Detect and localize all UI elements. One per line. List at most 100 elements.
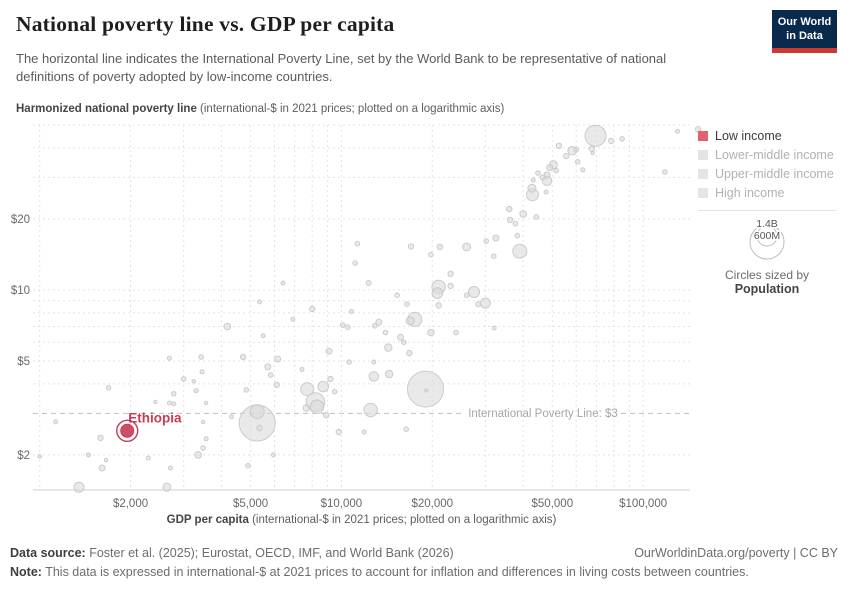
data-point[interactable]: [533, 214, 540, 220]
data-point[interactable]: [382, 329, 389, 336]
data-point[interactable]: [249, 404, 265, 420]
data-point[interactable]: [302, 404, 311, 412]
data-point[interactable]: [527, 183, 537, 193]
legend-item-lower-middle-income[interactable]: Lower-middle income: [698, 148, 838, 162]
data-point[interactable]: [335, 428, 342, 436]
data-point[interactable]: [299, 367, 305, 372]
data-point[interactable]: [200, 445, 206, 451]
data-point[interactable]: [270, 452, 276, 458]
data-point[interactable]: [85, 452, 91, 458]
data-point[interactable]: [331, 389, 338, 395]
data-point[interactable]: [267, 372, 274, 378]
data-point[interactable]: [506, 205, 513, 213]
data-point[interactable]: [171, 401, 177, 407]
data-point[interactable]: [309, 399, 325, 414]
data-point[interactable]: [492, 234, 500, 242]
data-point[interactable]: [491, 325, 497, 331]
data-point[interactable]: [590, 150, 595, 156]
data-point[interactable]: [317, 380, 330, 393]
data-point[interactable]: [145, 455, 151, 461]
data-point[interactable]: [546, 164, 554, 172]
data-point[interactable]: [327, 375, 334, 383]
data-point[interactable]: [479, 297, 491, 309]
data-point[interactable]: [555, 142, 563, 150]
data-point[interactable]: [491, 253, 497, 260]
data-point[interactable]: [243, 387, 250, 393]
data-point[interactable]: [483, 238, 490, 244]
data-point[interactable]: [535, 170, 541, 176]
data-point[interactable]: [325, 347, 333, 355]
data-point[interactable]: [170, 391, 177, 397]
data-point[interactable]: [427, 328, 435, 337]
data-point[interactable]: [97, 434, 104, 442]
data-point[interactable]: [512, 220, 519, 227]
data-point[interactable]: [447, 282, 454, 290]
data-point[interactable]: [580, 167, 586, 173]
data-point[interactable]: [349, 309, 354, 314]
data-point[interactable]: [361, 429, 367, 435]
data-point[interactable]: [431, 287, 444, 299]
data-point[interactable]: [462, 242, 472, 252]
data-point[interactable]: [385, 369, 394, 379]
data-point[interactable]: [98, 464, 106, 472]
data-point[interactable]: [166, 400, 172, 406]
data-point[interactable]: [608, 137, 615, 145]
data-point[interactable]: [193, 388, 199, 394]
data-point[interactable]: [105, 385, 112, 391]
data-point[interactable]: [514, 232, 521, 239]
data-point[interactable]: [280, 280, 286, 286]
data-point[interactable]: [37, 454, 42, 459]
data-point[interactable]: [260, 333, 266, 339]
data-point[interactable]: [475, 301, 482, 308]
data-point[interactable]: [365, 280, 372, 286]
data-point[interactable]: [274, 355, 282, 363]
data-point[interactable]: [407, 243, 415, 250]
legend-item-high-income[interactable]: High income: [698, 186, 838, 200]
data-point[interactable]: [539, 174, 546, 181]
data-point[interactable]: [436, 243, 444, 251]
data-point[interactable]: [401, 339, 407, 346]
data-point[interactable]: [323, 411, 330, 419]
data-point[interactable]: [200, 419, 206, 425]
data-point[interactable]: [394, 292, 401, 299]
data-point[interactable]: [245, 462, 251, 469]
data-point[interactable]: [512, 243, 528, 259]
data-point[interactable]: [375, 318, 383, 326]
data-point[interactable]: [300, 382, 315, 397]
data-point[interactable]: [153, 399, 158, 405]
highlight-ethiopia[interactable]: Ethiopia: [116, 410, 182, 443]
data-point[interactable]: [675, 128, 680, 134]
data-point[interactable]: [198, 354, 204, 360]
data-point[interactable]: [73, 481, 85, 493]
legend-item-low-income[interactable]: Low income: [698, 129, 838, 143]
data-point[interactable]: [199, 369, 205, 375]
ethiopia-point[interactable]: [120, 423, 135, 438]
data-point[interactable]: [468, 286, 480, 298]
data-point[interactable]: [573, 146, 580, 153]
data-point[interactable]: [371, 359, 377, 365]
data-point[interactable]: [309, 305, 316, 313]
data-point[interactable]: [223, 322, 232, 331]
data-point[interactable]: [239, 353, 247, 361]
data-point[interactable]: [180, 376, 187, 382]
data-point[interactable]: [453, 329, 459, 336]
data-point[interactable]: [354, 240, 361, 247]
data-point[interactable]: [191, 379, 197, 384]
data-point[interactable]: [363, 402, 378, 418]
data-point[interactable]: [563, 152, 570, 160]
data-point[interactable]: [229, 414, 234, 420]
data-point[interactable]: [384, 343, 393, 352]
data-point[interactable]: [203, 400, 209, 406]
data-point[interactable]: [694, 126, 702, 133]
data-point[interactable]: [166, 355, 172, 361]
data-point[interactable]: [167, 465, 173, 471]
data-point[interactable]: [405, 316, 415, 326]
data-point[interactable]: [447, 270, 454, 278]
data-point[interactable]: [368, 371, 379, 382]
data-point[interactable]: [404, 301, 410, 308]
data-point[interactable]: [435, 302, 442, 309]
data-point[interactable]: [352, 260, 358, 266]
data-point[interactable]: [346, 359, 352, 365]
data-point[interactable]: [53, 419, 59, 425]
